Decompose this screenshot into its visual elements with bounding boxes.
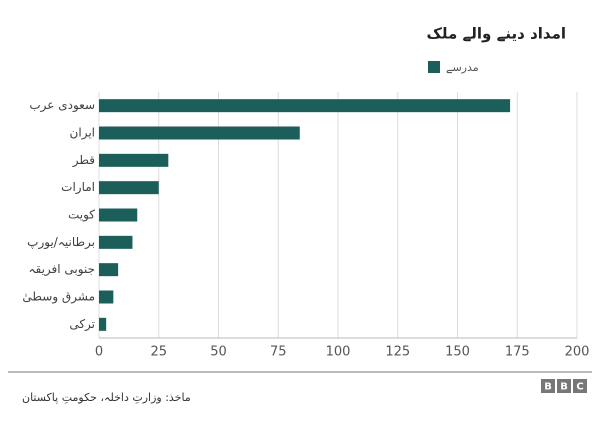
source: ماخذ: وزارتِ داخلہ، حکومتِ پاکستان bbox=[22, 391, 191, 404]
y-tick-label: جنوبی افریقہ bbox=[28, 262, 95, 277]
y-tick-label: ایران bbox=[70, 126, 95, 141]
x-tick-label: 200 bbox=[565, 345, 590, 360]
x-tick-label: 50 bbox=[210, 345, 227, 360]
bar bbox=[99, 317, 107, 331]
logo-letter: B bbox=[544, 382, 552, 393]
x-tick-label: 125 bbox=[385, 345, 410, 360]
y-tick-label: قطر bbox=[72, 153, 95, 168]
bar bbox=[99, 99, 511, 113]
bar bbox=[99, 235, 133, 249]
logo-letter: C bbox=[576, 382, 583, 393]
bar bbox=[99, 290, 114, 304]
logo-box bbox=[573, 379, 587, 393]
y-tick-label: سعودی عرب bbox=[29, 98, 95, 113]
logo-letter: B bbox=[560, 382, 568, 393]
logo-box bbox=[541, 379, 555, 393]
x-tick-label: 100 bbox=[326, 345, 351, 360]
x-tick-label: 25 bbox=[150, 345, 167, 360]
y-tick-label: مشرق وسطیٰ bbox=[22, 290, 95, 305]
chart-title: امداد دینے والے ملک bbox=[427, 25, 567, 43]
x-tick-label: 175 bbox=[505, 345, 530, 360]
y-tick-label: امارات bbox=[61, 180, 95, 195]
y-tick-label: کویت bbox=[68, 208, 95, 223]
x-tick-label: 75 bbox=[270, 345, 287, 360]
y-tick-label: برطانیہ/یورپ bbox=[27, 235, 95, 250]
y-tick-label: ترکی bbox=[69, 317, 95, 332]
bar bbox=[99, 208, 138, 222]
bar bbox=[99, 153, 169, 167]
bar bbox=[99, 263, 119, 277]
x-tick-label: 150 bbox=[445, 345, 470, 360]
x-tick-label: 0 bbox=[95, 345, 103, 360]
bar bbox=[99, 126, 300, 140]
logo-box bbox=[557, 379, 571, 393]
bar bbox=[99, 181, 159, 195]
legend-label: مدرسے bbox=[446, 61, 479, 74]
legend-swatch bbox=[428, 61, 440, 73]
